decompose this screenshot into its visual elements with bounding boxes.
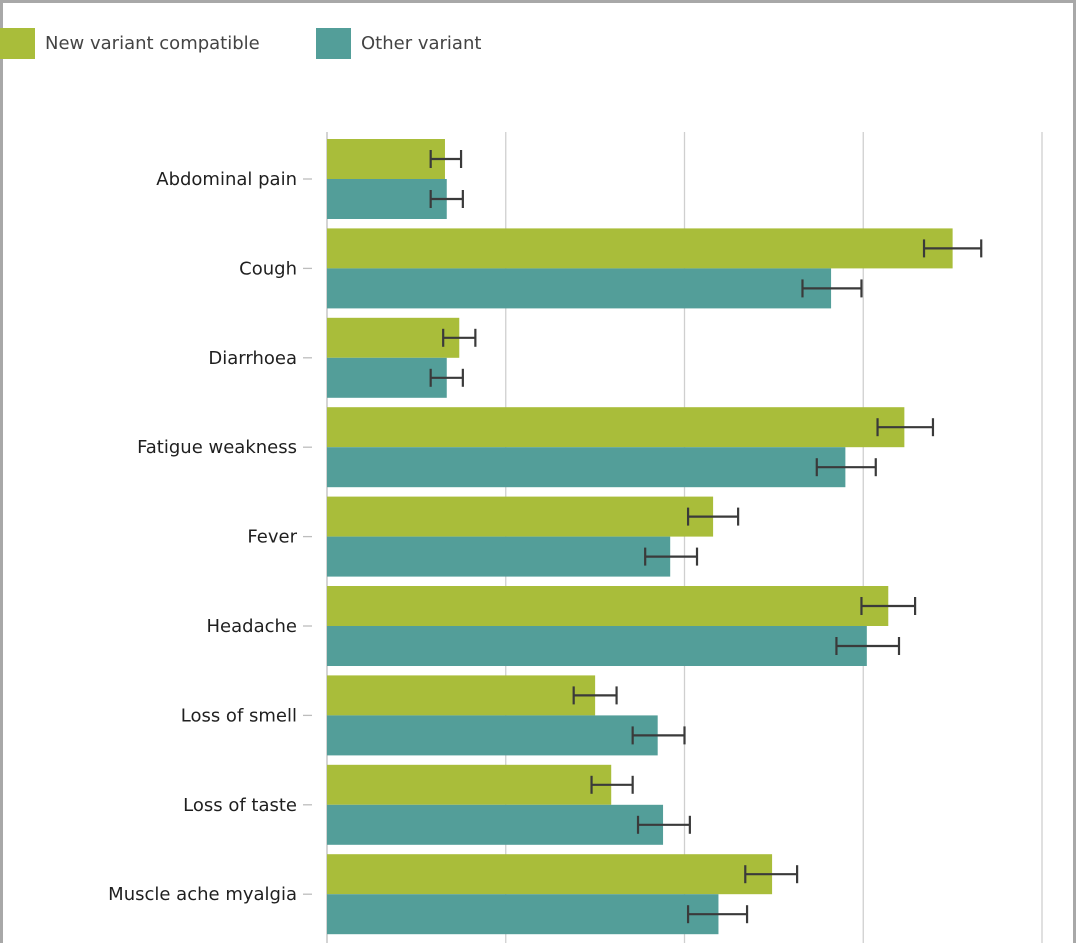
bar-other-variant-2[interactable]: [327, 357, 447, 398]
error-bar-new-variant-3: [876, 418, 935, 437]
legend-swatch-other-variant: [316, 27, 351, 59]
error-bars: [429, 150, 983, 924]
bar-other-variant-6[interactable]: [327, 715, 658, 756]
error-bar-other-variant-1: [801, 279, 863, 298]
bar-new-variant-0[interactable]: [327, 139, 445, 179]
bar-other-variant-8[interactable]: [327, 894, 719, 935]
bars: [327, 139, 953, 935]
legend-item-other-variant[interactable]: Other variant: [316, 26, 481, 60]
legend-item-new-variant[interactable]: New variant compatible: [0, 26, 260, 60]
error-bar-other-variant-8: [686, 905, 749, 924]
error-bar-new-variant-8: [744, 865, 799, 884]
legend-swatch-new-variant: [0, 27, 35, 59]
bar-other-variant-1[interactable]: [327, 268, 832, 309]
error-bar-new-variant-6: [572, 686, 618, 705]
category-label-1: Cough: [239, 258, 297, 279]
category-label-3: Fatigue weakness: [137, 437, 297, 458]
error-bar-new-variant-4: [686, 507, 740, 526]
bar-other-variant-5[interactable]: [327, 626, 867, 666]
legend-label-new-variant: New variant compatible: [45, 32, 260, 54]
category-label-7: Loss of taste: [183, 795, 297, 816]
category-labels: Abdominal pain Cough Diarrhoea Fatigue weak…: [108, 169, 312, 905]
category-label-0: Abdominal pain: [156, 169, 297, 190]
error-bar-new-variant-0: [429, 150, 463, 168]
category-label-6: Loss of smell: [181, 705, 297, 726]
error-bar-other-variant-0: [429, 190, 464, 208]
error-bar-other-variant-3: [815, 458, 877, 477]
category-label-4: Fever: [247, 527, 297, 548]
category-label-8: Muscle ache myalgia: [108, 884, 297, 905]
bar-new-variant-2[interactable]: [327, 317, 460, 358]
bar-other-variant-3[interactable]: [327, 447, 846, 488]
error-bar-new-variant-1: [922, 239, 983, 258]
category-label-2: Diarrhoea: [208, 348, 297, 369]
category-label-5: Headache: [207, 616, 297, 637]
bar-new-variant-8[interactable]: [327, 854, 773, 895]
bar-other-variant-4[interactable]: [327, 536, 671, 577]
bar-new-variant-7[interactable]: [327, 764, 612, 805]
error-bar-other-variant-6: [631, 726, 686, 745]
bar-new-variant-1[interactable]: [327, 228, 953, 269]
bar-other-variant-0[interactable]: [327, 179, 447, 219]
error-bar-other-variant-5: [835, 637, 901, 655]
bar-new-variant-3[interactable]: [327, 407, 905, 448]
error-bar-other-variant-7: [636, 815, 691, 834]
error-bar-other-variant-2: [429, 368, 464, 387]
bar-new-variant-4[interactable]: [327, 496, 714, 537]
error-bar-new-variant-2: [442, 328, 477, 347]
error-bar-new-variant-5: [860, 597, 917, 615]
bar-other-variant-7[interactable]: [327, 804, 664, 845]
error-bar-new-variant-7: [590, 775, 634, 794]
bar-new-variant-5[interactable]: [327, 586, 889, 626]
legend-label-other-variant: Other variant: [361, 32, 482, 54]
error-bar-other-variant-4: [644, 547, 699, 566]
bar-new-variant-6[interactable]: [327, 675, 596, 716]
